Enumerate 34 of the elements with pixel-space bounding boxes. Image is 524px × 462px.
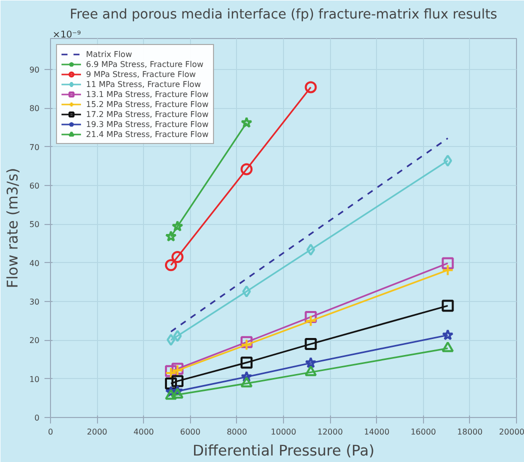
y-tick-label: 40 — [29, 258, 40, 268]
legend-label: 13.1 MPa Stress, Fracture Flow — [86, 89, 208, 99]
legend-label: 19.3 MPa Stress, Fracture Flow — [86, 119, 208, 129]
x-tick-label: 18000 — [457, 428, 483, 436]
x-tick-label: 2000 — [86, 428, 108, 436]
y-tick-label: 60 — [29, 181, 40, 190]
y-tick-label: 20 — [29, 336, 40, 346]
chart-title: Free and porous media interface (fp) fracture-matrix flux results — [70, 8, 498, 22]
legend-label: Matrix Flow — [86, 49, 132, 59]
y-tick-label: 50 — [29, 220, 40, 230]
y-tick-label: 10 — [29, 374, 40, 384]
y-tick-label: 70 — [29, 142, 40, 152]
x-tick-label: 12000 — [317, 428, 343, 436]
x-tick-label: 14000 — [364, 428, 390, 436]
x-tick-label: 0 — [48, 428, 54, 436]
legend-label: 9 MPa Stress, Fracture Flow — [86, 69, 196, 79]
y-tick-label: 0 — [34, 414, 40, 422]
legend-label: 6.9 MPa Stress, Fracture Flow — [86, 59, 204, 69]
x-tick-label: 20000 — [499, 428, 524, 436]
y-tick-label: 30 — [29, 297, 40, 306]
x-tick-label: 8000 — [226, 428, 248, 436]
legend-label: 17.2 MPa Stress, Fracture Flow — [86, 109, 208, 119]
x-axis-title: Differential Pressure (Pa) — [192, 442, 374, 460]
x-tick-label: 4000 — [134, 428, 154, 436]
legend-label: 11 MPa Stress, Fracture Flow — [86, 79, 201, 89]
annotation: ×10⁻⁹ — [52, 30, 82, 40]
x-tick-label: 10000 — [270, 428, 296, 436]
x-tick-label: 16000 — [410, 428, 436, 436]
y-tick-label: 80 — [29, 104, 40, 114]
x-tick-label: 6000 — [180, 428, 200, 436]
y-tick-label: 90 — [29, 65, 40, 74]
legend-label: 15.2 MPa Stress, Fracture Flow — [86, 99, 208, 109]
legend-label: 21.4 MPa Stress, Fracture Flow — [86, 129, 208, 139]
y-axis-title: Flow rate (m3/s) — [4, 168, 22, 288]
